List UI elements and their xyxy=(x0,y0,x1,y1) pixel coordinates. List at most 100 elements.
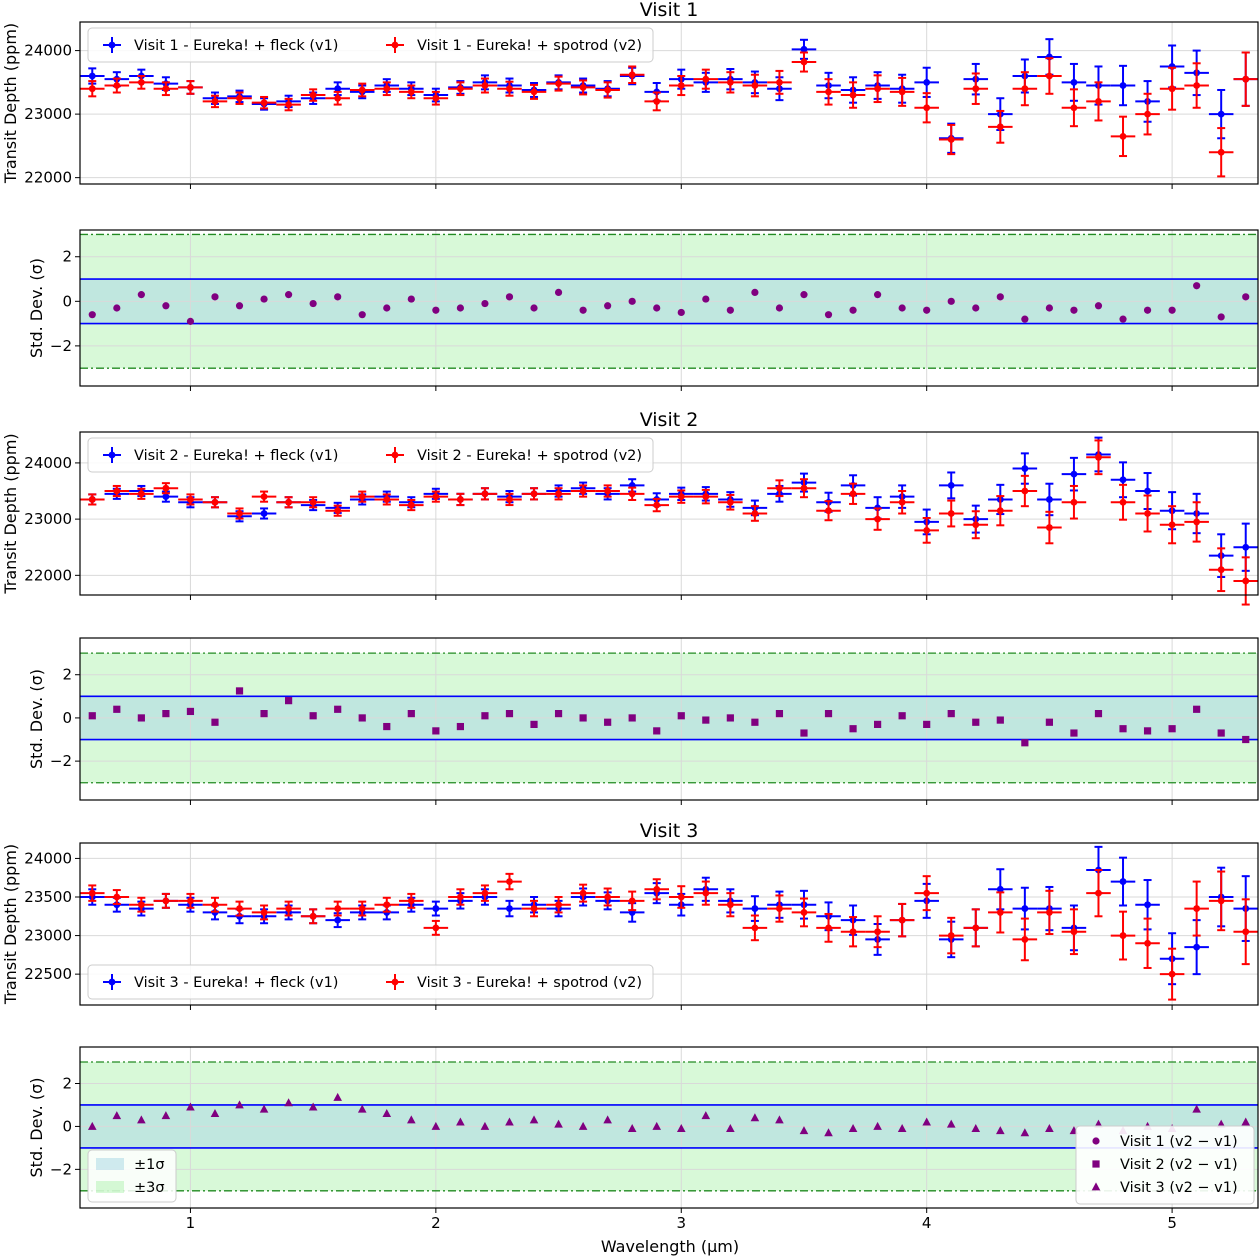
data-point xyxy=(873,1121,882,1130)
y-tick-label: 23000 xyxy=(24,105,72,123)
axes-frame xyxy=(79,842,1259,1006)
data-point xyxy=(923,306,931,314)
data-point xyxy=(456,496,464,503)
data-point xyxy=(506,905,513,912)
data-point xyxy=(1095,98,1102,105)
data-point xyxy=(726,901,734,909)
data-point xyxy=(677,82,685,89)
data-point xyxy=(1094,710,1103,718)
data-point xyxy=(1119,82,1127,89)
data-point xyxy=(800,45,808,53)
y-tick-label: 0 xyxy=(62,292,72,310)
y-tick-label: 22500 xyxy=(24,965,72,983)
axes-frame xyxy=(79,21,1259,185)
data-point xyxy=(137,901,145,909)
data-point xyxy=(334,905,342,912)
y-axis-label: Std. Dev. (σ) xyxy=(27,669,46,769)
legend-label: Visit 3 - Eureka! + fleck (v1) xyxy=(134,975,338,991)
data-point xyxy=(1045,304,1053,312)
y-tick-label: 24000 xyxy=(24,454,72,472)
data-point xyxy=(1168,725,1176,733)
y-tick-label: 22000 xyxy=(24,169,72,187)
data-point xyxy=(677,893,685,901)
data-point xyxy=(407,501,415,509)
data-point xyxy=(1192,1104,1201,1113)
panel-3: 22000 23000 24000 Visit 2 Transit Depth (ppm… xyxy=(1,409,1259,606)
panel-1: 22000 23000 24000 Visit 1 Transit Depth (ppm… xyxy=(1,0,1259,189)
data-point xyxy=(88,496,96,503)
data-point xyxy=(554,710,563,718)
data-point xyxy=(653,98,661,105)
data-point xyxy=(358,905,366,912)
data-point xyxy=(946,1119,956,1128)
data-point xyxy=(554,1119,563,1128)
data-point xyxy=(898,712,906,720)
data-point xyxy=(481,712,489,720)
x-tick-label: 2 xyxy=(431,1214,441,1232)
series-2 xyxy=(80,439,1258,606)
data-point xyxy=(579,84,587,91)
data-point xyxy=(506,496,513,503)
data-point xyxy=(1119,878,1127,885)
data-point xyxy=(235,1100,244,1109)
data-point xyxy=(776,905,783,912)
data-point xyxy=(1021,85,1029,93)
data-point xyxy=(162,493,170,501)
y-axis-label: Std. Dev. (σ) xyxy=(27,258,46,358)
series-2 xyxy=(80,869,1258,1001)
data-point xyxy=(505,1117,514,1126)
data-point xyxy=(947,710,955,718)
data-point xyxy=(848,1123,858,1132)
legend-swatch xyxy=(96,1181,124,1193)
legend-box xyxy=(87,964,654,1000)
legend-marker xyxy=(391,41,399,49)
data-point xyxy=(1242,293,1250,301)
data-point xyxy=(1217,110,1225,118)
data-point xyxy=(236,510,243,517)
data-point xyxy=(702,75,710,83)
data-point xyxy=(309,712,317,720)
data-point xyxy=(333,1092,342,1101)
data-point xyxy=(972,521,980,529)
data-point xyxy=(898,916,906,924)
data-point xyxy=(88,72,96,80)
data-point xyxy=(1168,306,1176,314)
data-point xyxy=(579,306,587,314)
data-point xyxy=(529,1115,539,1124)
data-point xyxy=(702,716,710,724)
data-point xyxy=(334,507,342,515)
data-point xyxy=(407,88,415,96)
data-point xyxy=(530,490,538,498)
data-point xyxy=(113,487,121,495)
data-point xyxy=(88,712,96,720)
data-point xyxy=(849,306,857,314)
panel-title: Visit 2 xyxy=(640,409,699,431)
data-point xyxy=(923,104,931,112)
data-point xyxy=(1094,302,1103,310)
data-point xyxy=(604,718,612,726)
data-point xyxy=(432,306,440,314)
y-tick-label: −2 xyxy=(50,752,72,770)
data-point xyxy=(1241,1117,1251,1126)
data-point xyxy=(1070,470,1078,478)
data-point xyxy=(506,878,513,885)
data-point xyxy=(137,714,145,722)
axes-frame xyxy=(79,431,1259,596)
data-point xyxy=(1045,718,1053,726)
data-point xyxy=(88,311,96,319)
legend-box xyxy=(1075,1125,1255,1205)
data-point xyxy=(604,86,612,94)
data-point xyxy=(530,905,538,912)
legend-swatch xyxy=(96,1158,124,1170)
data-point xyxy=(898,88,906,96)
data-point xyxy=(972,85,980,93)
data-point xyxy=(334,916,342,924)
data-point xyxy=(996,885,1004,893)
y-tick-label: 24000 xyxy=(24,42,72,60)
data-point xyxy=(751,718,759,726)
data-point xyxy=(358,311,366,319)
data-point xyxy=(162,897,170,905)
data-point xyxy=(309,91,317,99)
